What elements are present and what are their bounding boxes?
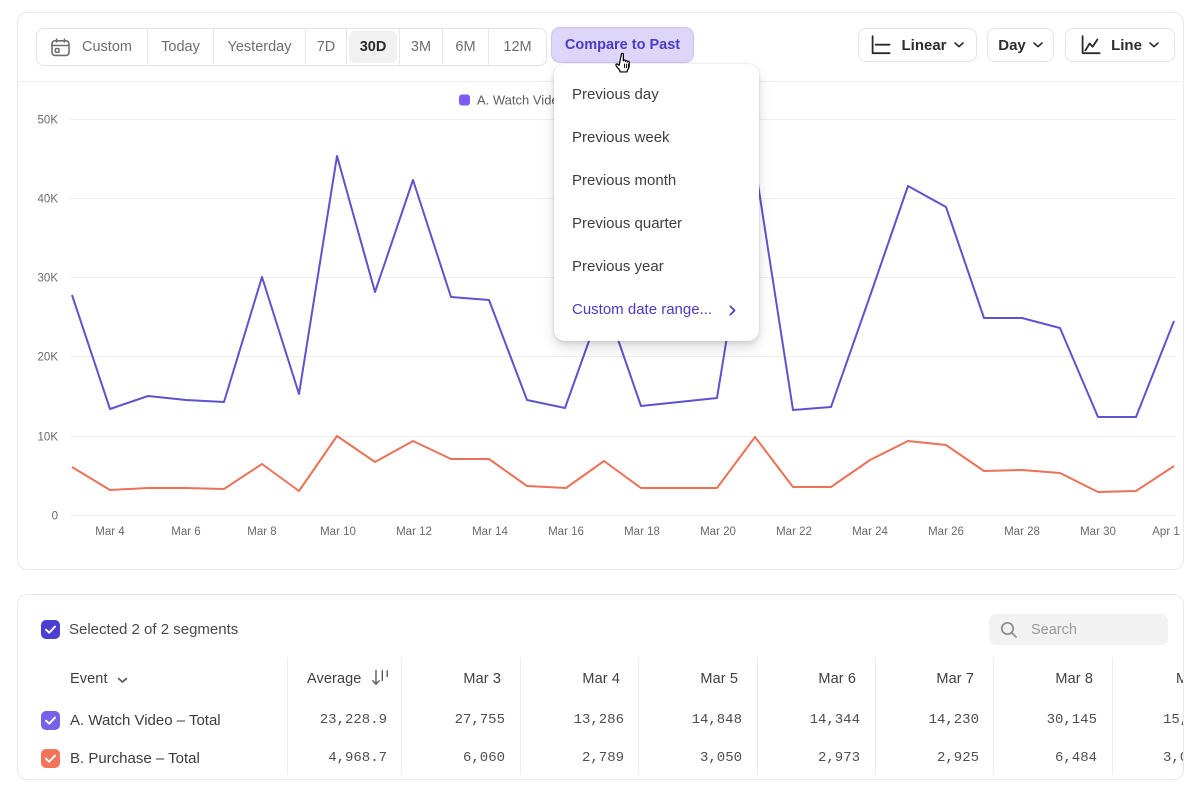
svg-text:Apr 1: Apr 1 [1152,526,1180,538]
svg-text:Mar 8: Mar 8 [247,526,276,538]
svg-text:Mar 22: Mar 22 [776,526,812,538]
svg-text:0: 0 [52,511,58,523]
svg-text:Mar 14: Mar 14 [472,526,508,538]
svg-text:Mar 16: Mar 16 [548,526,584,538]
svg-text:20K: 20K [38,352,59,364]
svg-text:Mar 30: Mar 30 [1080,526,1116,538]
svg-text:Mar 18: Mar 18 [624,526,660,538]
svg-text:Mar 12: Mar 12 [396,526,432,538]
svg-text:Mar 26: Mar 26 [928,526,964,538]
svg-text:40K: 40K [38,194,59,206]
svg-text:Mar 4: Mar 4 [95,526,125,538]
svg-text:Mar 28: Mar 28 [1004,526,1040,538]
svg-text:Mar 6: Mar 6 [171,526,200,538]
svg-text:Mar 24: Mar 24 [852,526,888,538]
svg-text:10K: 10K [38,432,59,444]
svg-text:50K: 50K [38,115,59,127]
svg-text:30K: 30K [38,273,59,285]
svg-text:Mar 20: Mar 20 [700,526,736,538]
svg-text:Mar 10: Mar 10 [320,526,356,538]
